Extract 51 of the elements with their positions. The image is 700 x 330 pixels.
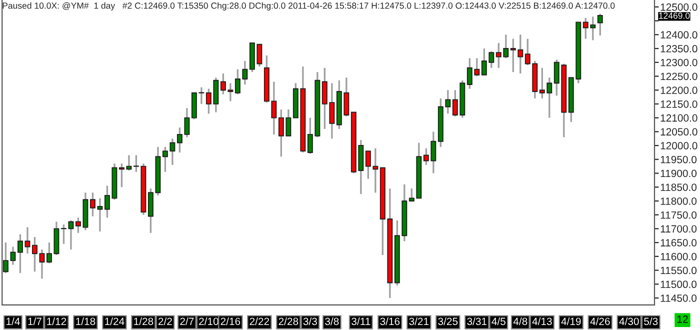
y-tick-label: 12250.0 xyxy=(660,72,698,80)
x-tick-label: 1/28 xyxy=(134,317,154,326)
x-tick-label: 4/5 xyxy=(492,317,506,326)
x-tick-label: 2/10 xyxy=(199,317,218,326)
x-tick-label: 4/30 xyxy=(619,317,639,326)
y-tick-label: 11850.0 xyxy=(660,184,697,191)
candlestick xyxy=(597,13,603,36)
y-tick-label: 12350.0 xyxy=(660,45,698,52)
text: 12469.0 xyxy=(659,12,690,19)
y-tick-label: 11950.0 xyxy=(660,156,697,164)
x-tick-label: 2/22 xyxy=(250,317,270,326)
x-tick-label: 2/2 xyxy=(158,317,172,326)
x-tick-label: 5/3 xyxy=(644,317,658,326)
y-tick-label: 12150.0 xyxy=(660,100,698,108)
y-tick-label: 12200.0 xyxy=(660,86,698,94)
y-tick-label: 11600.0 xyxy=(660,252,697,260)
y-tick-label: 11500.0 xyxy=(660,280,697,288)
x-tick-label: 3/25 xyxy=(438,317,458,326)
x-tick-label: 3/11 xyxy=(352,317,370,326)
y-tick-label: 12500.0 xyxy=(660,3,698,11)
y-tick-label: 12000.0 xyxy=(660,142,698,150)
y-tick-label: 11750.0 xyxy=(660,211,697,219)
x-tick-label: 1/18 xyxy=(76,317,96,326)
y-tick-label: 11900.0 xyxy=(660,170,697,178)
y-tick-label: 11650.0 xyxy=(660,239,697,246)
x-tick-label: 3/3 xyxy=(303,317,317,326)
x-tick-label: 4/13 xyxy=(532,317,552,326)
x-tick-label: 4/26 xyxy=(590,317,610,326)
x-tick-label: 1/4 xyxy=(6,317,20,326)
y-tick-label: 12400.0 xyxy=(660,31,698,39)
x-tick-label: 1/12 xyxy=(47,317,66,326)
y-tick-label: 12300.0 xyxy=(660,58,698,66)
y-tick-label: 11450.0 xyxy=(660,294,697,302)
y-tick-label: 11700.0 xyxy=(660,225,697,233)
x-tick-label: 3/31 xyxy=(467,317,487,326)
x-tick-label: 3/21 xyxy=(409,317,429,326)
x-tick-label: 4/8 xyxy=(513,317,528,326)
text: 12 xyxy=(678,316,688,323)
y-tick-label: 12050.0 xyxy=(660,128,698,136)
y-tick-label: 11800.0 xyxy=(660,197,697,205)
x-tick-label: 2/7 xyxy=(180,317,194,326)
x-tick-label: 1/24 xyxy=(105,317,124,326)
x-tick-label: 1/7 xyxy=(28,317,42,326)
y-tick-label: 12100.0 xyxy=(660,114,698,122)
x-tick-label: 3/16 xyxy=(380,317,400,326)
chart-title: Paused 10.0X: @YM# 1 day #2 C:12469.0 T:15350 Chg:28.0 DChg:0.0 2011-04-26 15:58:17 H:12475.0 L:12397.0 O:12443.0 V:22515 B:12469.0 A:12470.0 xyxy=(2,2,615,10)
x-tick-label: 2/16 xyxy=(220,317,240,326)
x-tick-label: 2/28 xyxy=(278,317,298,326)
x-tick-label: 4/19 xyxy=(561,317,581,326)
y-tick-label: 11550.0 xyxy=(660,266,697,274)
x-tick-label: 3/8 xyxy=(325,317,339,326)
